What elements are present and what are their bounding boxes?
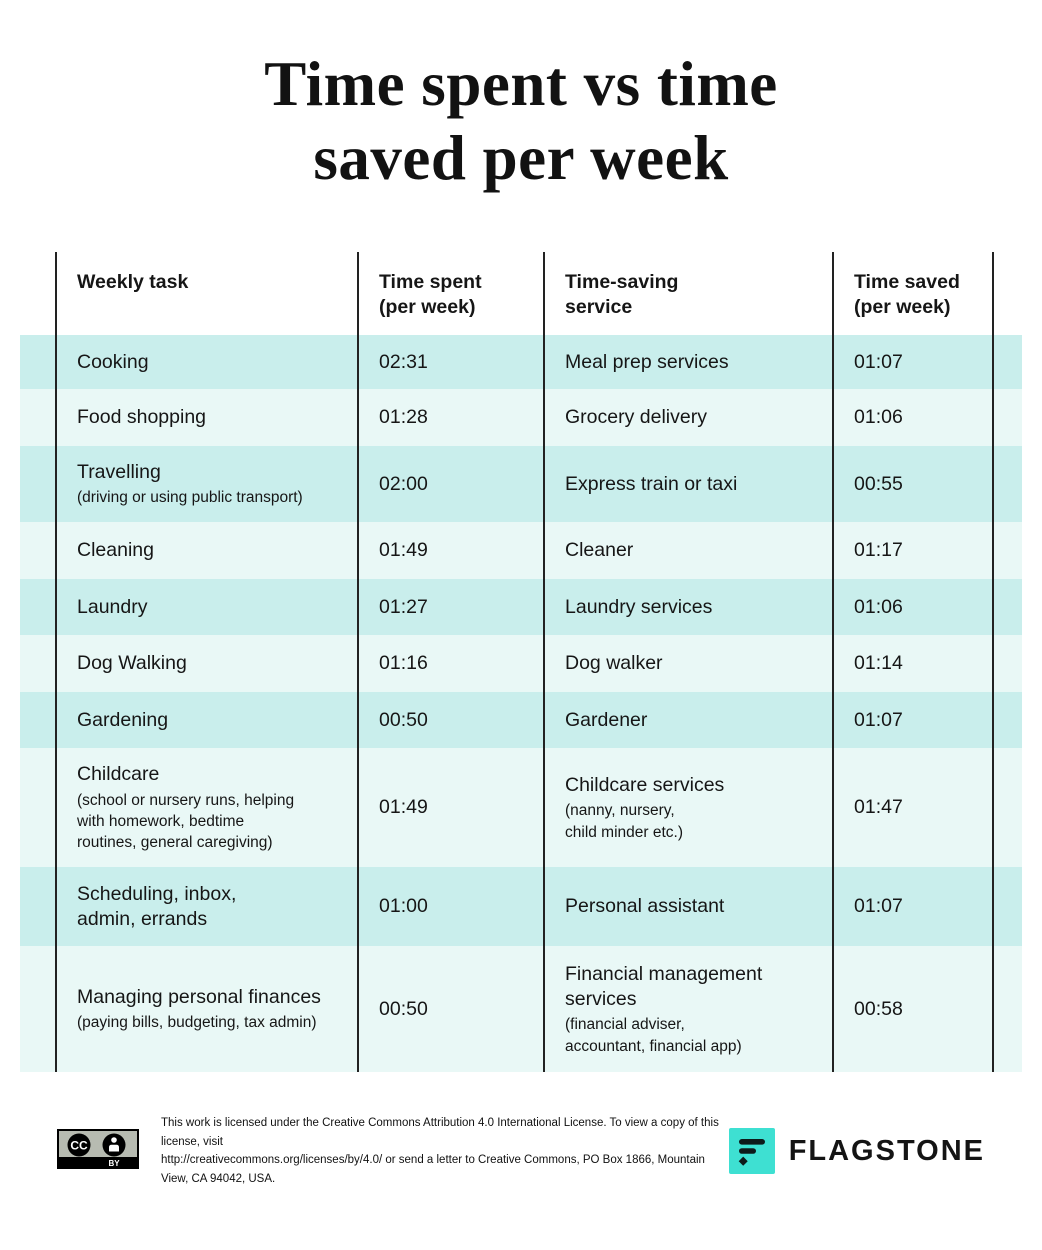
time-saved-value: 01:07 (854, 708, 903, 731)
column-divider (357, 252, 359, 1073)
flagstone-logo-icon (728, 1128, 775, 1175)
brand-name: FLAGSTONE (788, 1134, 985, 1167)
service-name: Meal prep services (565, 350, 729, 373)
comparison-table: Weekly task Time spent (per week) Time-s… (20, 252, 1022, 1073)
time-saved-value: 01:17 (854, 539, 903, 562)
table-row: Laundry 01:27 Laundry services 01:06 (20, 579, 1022, 636)
time-spent-value: 01:16 (379, 652, 428, 675)
time-saved-value: 01:07 (854, 895, 903, 918)
service-name: Personal assistant (565, 895, 725, 918)
table-row: Cooking 02:31 Meal prep services 01:07 (20, 335, 1022, 390)
task-note: (driving or using public transport) (77, 489, 303, 507)
time-saved-value: 00:55 (854, 472, 903, 495)
time-spent-value: 00:50 (379, 708, 428, 731)
table-row: Travelling (driving or using public tran… (20, 446, 1022, 523)
time-saved-value: 01:06 (854, 595, 903, 618)
table-row: Scheduling, inbox, admin, errands 01:00 … (20, 867, 1022, 947)
time-spent-value: 01:49 (379, 796, 428, 819)
task-name: Travelling (77, 461, 161, 484)
brand-logo: FLAGSTONE (728, 1128, 985, 1175)
table-header-row: Weekly task Time spent (per week) Time-s… (20, 252, 1022, 336)
service-name: Grocery delivery (565, 406, 707, 429)
service-name: Childcare services (565, 773, 725, 796)
time-spent-value: 02:00 (379, 472, 428, 495)
service-name: Express train or taxi (565, 472, 738, 495)
cc-by-license-badge: CC BY (57, 1128, 139, 1174)
task-name: Cleaning (77, 539, 154, 562)
time-spent-value: 02:31 (379, 350, 428, 373)
time-saved-value: 00:58 (854, 997, 903, 1020)
cc-label: CC (70, 1138, 88, 1152)
table-row: Gardening 00:50 Gardener 01:07 (20, 692, 1022, 749)
column-divider (55, 252, 57, 1073)
column-divider (992, 252, 994, 1073)
table-row: Cleaning 01:49 Cleaner 01:17 (20, 522, 1022, 580)
column-divider (832, 252, 834, 1073)
gutter-right (992, 252, 1022, 335)
service-name: Gardener (565, 708, 648, 731)
cc-circle-icon (67, 1133, 91, 1157)
header-weekly-task: Weekly task (77, 271, 189, 294)
service-name: Laundry services (565, 595, 713, 618)
time-saved-value: 01:06 (854, 406, 903, 429)
time-spent-value: 00:50 (379, 997, 428, 1020)
time-saved-value: 01:47 (854, 796, 903, 819)
table-row: Managing personal finances (paying bills… (20, 946, 1022, 1073)
by-label: BY (108, 1159, 120, 1168)
task-note: (school or nursery runs, helping with ho… (77, 791, 295, 852)
service-name: Financial management services (565, 962, 763, 1011)
task-name: Scheduling, inbox, admin, errands (77, 882, 237, 930)
header-time-saved: Time saved (per week) (854, 271, 960, 319)
table-row: Dog Walking 01:16 Dog walker 01:14 (20, 635, 1022, 693)
table-row: Childcare (school or nursery runs, helpi… (20, 748, 1022, 868)
time-spent-value: 01:49 (379, 539, 428, 562)
service-name: Cleaner (565, 539, 634, 562)
gutter-left (20, 252, 55, 335)
task-name: Managing personal finances (77, 986, 321, 1009)
header-time-spent: Time spent (per week) (379, 271, 482, 319)
page-title: Time spent vs time saved per week (264, 49, 778, 193)
task-note: (paying bills, budgeting, tax admin) (77, 1014, 317, 1032)
footer: CC BY This work is licensed under the Cr… (57, 1114, 985, 1188)
time-spent-value: 01:27 (379, 595, 428, 618)
task-name: Laundry (77, 595, 148, 618)
task-name: Cooking (77, 350, 149, 373)
service-name: Dog walker (565, 652, 663, 675)
cc-by-badge-graphic: CC BY (57, 1128, 139, 1169)
time-saved-value: 01:14 (854, 652, 903, 675)
service-note: (nanny, nursery, child minder etc.) (565, 802, 684, 841)
time-spent-value: 01:28 (379, 406, 428, 429)
header-time-saving-service: Time-saving service (565, 271, 679, 319)
task-name: Dog Walking (77, 652, 187, 675)
column-divider (543, 252, 545, 1073)
time-saved-value: 01:07 (854, 350, 903, 373)
license-text: This work is licensed under the Creative… (161, 1117, 719, 1185)
time-spent-value: 01:00 (379, 895, 428, 918)
table-row: Food shopping 01:28 Grocery delivery 01:… (20, 389, 1022, 447)
service-note: (financial adviser, accountant, financia… (565, 1016, 742, 1055)
task-name: Gardening (77, 708, 169, 731)
task-name: Childcare (77, 763, 160, 786)
task-name: Food shopping (77, 406, 207, 429)
